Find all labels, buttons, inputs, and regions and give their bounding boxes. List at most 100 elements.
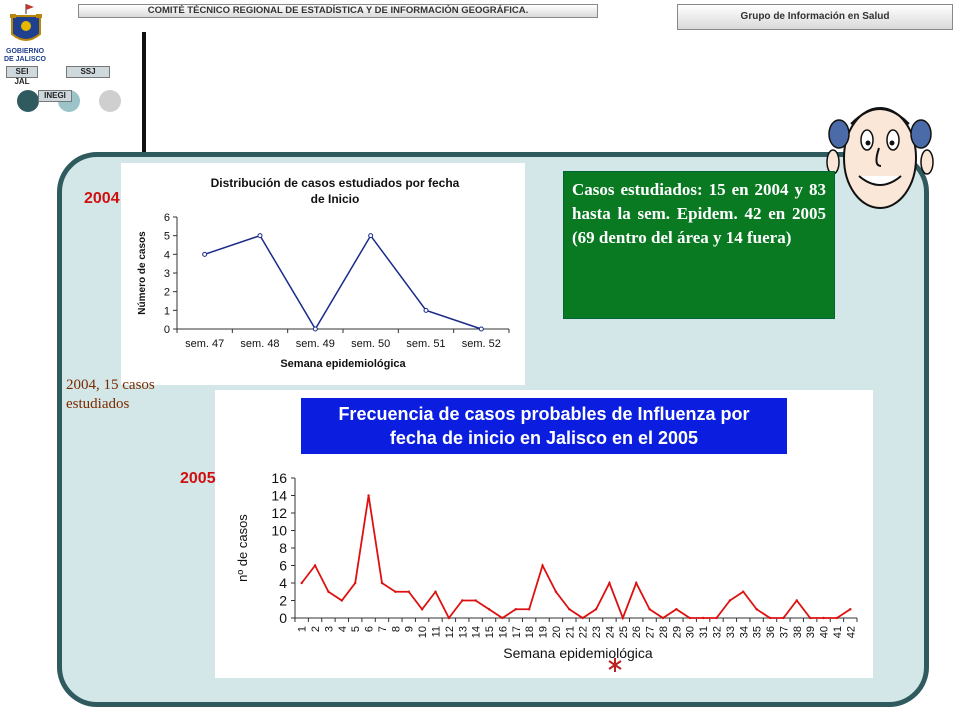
data-point bbox=[312, 326, 318, 332]
data-point bbox=[420, 608, 424, 611]
x-tick-label: sem. 50 bbox=[351, 338, 390, 350]
x-tick-label: 7 bbox=[377, 626, 389, 632]
data-point bbox=[367, 494, 370, 497]
chart-2004-container: Distribución de casos estudiados por fec… bbox=[121, 163, 525, 385]
data-point bbox=[354, 581, 357, 585]
x-tick-label: 5 bbox=[350, 626, 362, 632]
data-point bbox=[501, 616, 504, 620]
x-axis-label: Semana epidemiológica bbox=[280, 358, 406, 370]
tag-sei-jal[interactable]: SEI JAL bbox=[6, 66, 38, 86]
data-point bbox=[568, 608, 571, 611]
data-point bbox=[782, 616, 785, 620]
year-label-2005: 2005 bbox=[180, 470, 216, 487]
x-tick-label: 8 bbox=[390, 626, 402, 632]
data-point bbox=[423, 307, 429, 313]
y-tick-label: 0 bbox=[279, 610, 287, 626]
x-axis-label: Semana epidemiológica bbox=[503, 645, 653, 661]
data-point bbox=[434, 590, 437, 593]
x-tick-label: 23 bbox=[591, 626, 603, 638]
x-tick-label: 35 bbox=[752, 626, 764, 638]
x-tick-label: 38 bbox=[792, 626, 804, 638]
y-tick-label: 3 bbox=[164, 268, 170, 280]
data-point bbox=[648, 608, 651, 611]
data-point bbox=[675, 608, 678, 611]
y-tick-label: 4 bbox=[164, 249, 170, 261]
x-tick-label: 3 bbox=[323, 626, 335, 632]
data-point bbox=[621, 616, 625, 620]
y-tick-label: 16 bbox=[271, 470, 287, 486]
x-tick-label: 39 bbox=[805, 626, 817, 638]
x-tick-label: 16 bbox=[497, 626, 509, 638]
x-tick-label: 36 bbox=[765, 626, 777, 638]
y-tick-label: 6 bbox=[164, 212, 170, 224]
data-point bbox=[755, 608, 758, 611]
x-tick-label: 21 bbox=[564, 626, 576, 638]
x-tick-label: 26 bbox=[631, 626, 643, 638]
series-line bbox=[300, 495, 851, 621]
data-point bbox=[257, 233, 263, 239]
x-tick-label: 40 bbox=[819, 626, 831, 638]
x-tick-label: 17 bbox=[511, 626, 523, 638]
data-point bbox=[300, 581, 303, 585]
tag-inegi[interactable]: INEGI bbox=[38, 90, 72, 102]
data-point bbox=[514, 608, 517, 611]
x-tick-label: sem. 48 bbox=[240, 338, 279, 350]
y-tick-label: 2 bbox=[164, 287, 170, 299]
x-tick-label: 13 bbox=[457, 626, 469, 638]
logo-text-line2: DE JALISCO bbox=[4, 56, 47, 63]
x-tick-label: 29 bbox=[671, 626, 683, 638]
y-tick-label: 4 bbox=[279, 575, 287, 591]
y-tick-label: 8 bbox=[279, 540, 287, 556]
x-tick-label: 22 bbox=[578, 626, 590, 638]
x-tick-label: 19 bbox=[538, 626, 550, 638]
header-center-title: COMITÉ TÉCNICO REGIONAL DE ESTADÍSTICA Y… bbox=[78, 4, 598, 18]
series-line bbox=[204, 234, 482, 331]
y-tick-label: 12 bbox=[271, 505, 287, 521]
x-tick-label: sem. 51 bbox=[406, 338, 445, 350]
chart-2005-title: Frecuencia de casos probables de Influen… bbox=[301, 398, 787, 454]
data-point bbox=[742, 590, 745, 593]
data-point bbox=[394, 590, 397, 593]
data-point bbox=[554, 590, 558, 593]
x-tick-label: 15 bbox=[484, 626, 496, 638]
x-tick-label: 27 bbox=[645, 626, 657, 638]
data-point bbox=[327, 590, 330, 593]
y-tick-label: 14 bbox=[271, 488, 287, 504]
x-tick-label: 24 bbox=[604, 626, 616, 638]
y-tick-label: 0 bbox=[164, 324, 170, 336]
jalisco-coat-of-arms-icon bbox=[10, 4, 42, 41]
x-tick-label: 30 bbox=[685, 626, 697, 638]
data-point bbox=[202, 251, 208, 257]
chart-title-line1: Distribución de casos estudiados por fec… bbox=[211, 176, 460, 190]
data-point bbox=[795, 599, 798, 602]
vertical-divider bbox=[142, 32, 146, 157]
data-point bbox=[715, 616, 718, 620]
cartoon-face-icon bbox=[826, 107, 934, 209]
data-point bbox=[527, 608, 531, 611]
data-point bbox=[313, 564, 317, 567]
header-right-title: Grupo de Información en Salud bbox=[677, 4, 953, 30]
year-label-2004: 2004 bbox=[84, 190, 120, 207]
x-tick-label: 14 bbox=[471, 626, 483, 638]
data-point bbox=[478, 326, 484, 332]
x-tick-label: 34 bbox=[738, 626, 750, 638]
data-point bbox=[368, 233, 374, 239]
data-point bbox=[849, 608, 852, 611]
tag-ssj[interactable]: SSJ bbox=[66, 66, 110, 78]
x-tick-label: sem. 49 bbox=[296, 338, 335, 350]
x-tick-label: 12 bbox=[444, 626, 456, 638]
asterisk-marker-icon bbox=[608, 658, 622, 672]
x-tick-label: 9 bbox=[404, 626, 416, 632]
data-point bbox=[447, 616, 451, 620]
x-tick-label: 31 bbox=[698, 626, 710, 638]
data-point bbox=[474, 599, 477, 602]
x-tick-label: 18 bbox=[524, 626, 536, 638]
y-axis-label: nº de casos bbox=[235, 514, 250, 582]
chart-title-line2: de Inicio bbox=[311, 192, 360, 206]
data-point bbox=[688, 616, 691, 620]
data-point bbox=[487, 608, 491, 611]
y-tick-label: 10 bbox=[271, 523, 287, 539]
data-point bbox=[594, 608, 598, 611]
x-tick-label: 4 bbox=[337, 626, 349, 632]
